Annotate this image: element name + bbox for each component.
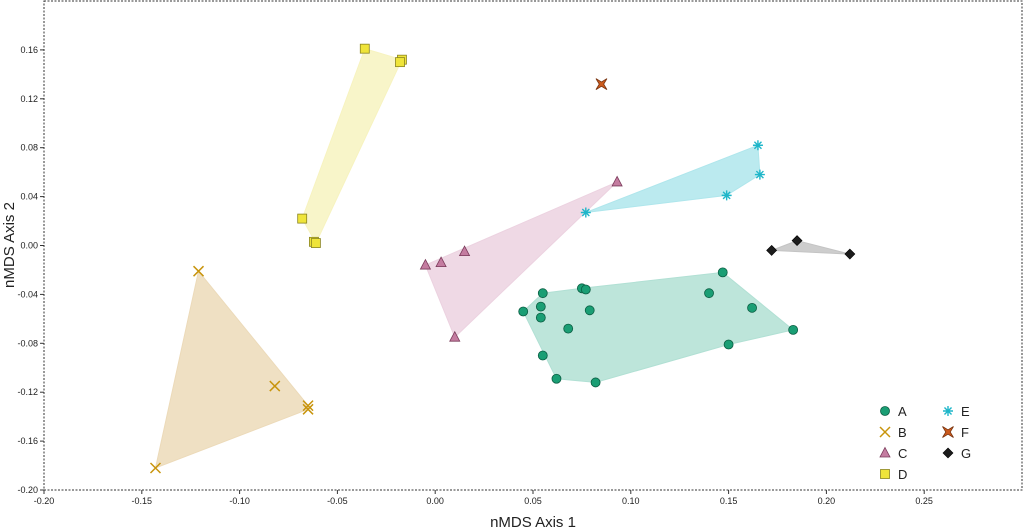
x-tick-label: -0.15 [132, 496, 153, 506]
point-C-2 [435, 256, 447, 268]
y-tick-label: -0.16 [17, 436, 38, 446]
point-A-10 [551, 373, 562, 384]
point-A-16 [788, 324, 799, 335]
convex-hulls [154, 48, 851, 469]
y-tick-label: 0.04 [20, 192, 38, 202]
legend-item-D: D [880, 467, 907, 482]
x-tick-label: 0.25 [915, 496, 933, 506]
point-B-4 [302, 403, 314, 415]
point-B-2 [269, 380, 281, 392]
x-tick-label: 0.15 [720, 496, 738, 506]
point-A-9 [537, 350, 548, 361]
y-tick-label: -0.12 [17, 387, 38, 397]
x-axis-ticks: -0.20 -0.15 -0.10 -0.05 0.00 0.05 0.10 0.15 0.20… [34, 490, 933, 506]
point-E-1 [580, 207, 591, 218]
legend-item-E: E [943, 404, 970, 419]
hull-G [771, 240, 851, 255]
point-A-11 [590, 377, 601, 388]
legend-item-B: B [879, 425, 907, 440]
legend-label-C: C [898, 446, 907, 461]
legend-label-G: G [961, 446, 971, 461]
legend-marker-A [880, 406, 890, 416]
legend-label-B: B [898, 425, 907, 440]
point-G-2 [791, 235, 803, 247]
x-axis-label: nMDS Axis 1 [490, 514, 576, 531]
point-F-1 [595, 78, 608, 90]
point-G-1 [766, 244, 778, 256]
y-tick-label: 0.08 [20, 143, 38, 153]
point-A-13 [704, 288, 714, 299]
legend-marker-E [943, 406, 953, 416]
point-D-3 [395, 57, 405, 68]
point-A-4 [535, 312, 546, 323]
x-tick-label: -0.10 [229, 496, 250, 506]
legend-item-G: G [942, 446, 971, 461]
y-tick-label: 0.16 [20, 45, 38, 55]
legend-item-F: F [942, 425, 969, 440]
point-A-3 [535, 301, 546, 312]
point-B-1 [192, 265, 205, 277]
y-tick-label: -0.08 [17, 338, 38, 348]
point-C-5 [611, 175, 623, 187]
point-A-12 [717, 267, 728, 278]
legend-label-F: F [961, 425, 969, 440]
point-A-14 [747, 302, 757, 313]
hull-C [424, 181, 618, 339]
point-C-1 [419, 258, 432, 270]
point-G-3 [844, 248, 856, 260]
legend-item-C: C [879, 446, 907, 461]
point-A-6 [580, 284, 591, 295]
point-E-3 [752, 140, 763, 151]
point-B-3 [302, 400, 314, 412]
point-D-1 [359, 43, 370, 54]
y-tick-label: -0.04 [17, 289, 38, 299]
y-axis-label: nMDS Axis 2 [1, 202, 18, 288]
legend-marker-B [879, 426, 891, 438]
legend-marker-G [942, 447, 954, 459]
legend-marker-C [879, 446, 891, 458]
x-tick-label: -0.20 [34, 496, 55, 506]
data-points [149, 43, 856, 474]
point-A-1 [518, 306, 529, 317]
legend-marker-D [880, 469, 890, 479]
legend-marker-F [942, 426, 954, 438]
point-C-4 [449, 330, 461, 342]
y-tick-label: 0.12 [20, 94, 38, 104]
x-tick-label: -0.05 [327, 496, 348, 506]
point-E-2 [721, 190, 732, 201]
point-E-4 [754, 169, 765, 180]
point-D-4 [297, 213, 308, 224]
point-A-7 [584, 305, 595, 316]
x-tick-label: 0.05 [524, 496, 542, 506]
x-tick-label: 0.00 [426, 496, 444, 506]
y-tick-label: 0.00 [20, 241, 38, 251]
legend-label-E: E [961, 404, 970, 419]
legend-label-D: D [898, 467, 907, 482]
point-B-5 [149, 462, 162, 474]
point-A-2 [537, 288, 548, 299]
x-tick-label: 0.10 [622, 496, 640, 506]
y-axis-ticks: 0.16 0.12 0.08 0.04 0.00 -0.04 -0.08 -0.12 -0.16… [17, 45, 44, 495]
point-A-15 [723, 339, 734, 350]
x-tick-label: 0.20 [818, 496, 836, 506]
legend-item-A: A [880, 404, 907, 419]
point-D-6 [310, 238, 321, 248]
y-tick-label: -0.20 [17, 485, 38, 495]
point-C-3 [458, 245, 471, 257]
point-A-8 [563, 323, 574, 334]
legend-label-A: A [898, 404, 907, 419]
